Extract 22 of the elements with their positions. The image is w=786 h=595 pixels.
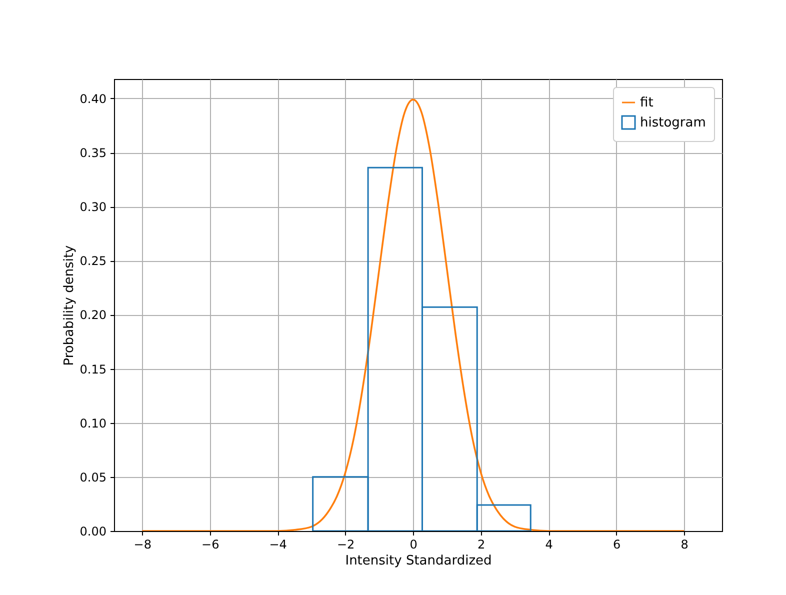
y-tick-label: 0.40	[80, 92, 106, 106]
x-tick-label: 6	[613, 538, 621, 552]
x-tick-label: 4	[545, 538, 553, 552]
y-tick-label: 0.25	[80, 254, 106, 268]
x-tick-label: −8	[134, 538, 152, 552]
y-tick-label: 0.10	[80, 416, 106, 430]
y-tick-label: 0.05	[80, 470, 106, 484]
x-tick-label: −2	[336, 538, 355, 552]
y-tick-label: 0.30	[80, 200, 106, 214]
legend-label: fit	[640, 96, 654, 110]
x-tick-label: −6	[202, 538, 220, 552]
y-tick-label: 0.35	[80, 146, 106, 160]
x-tick-label: 8	[680, 538, 688, 552]
legend-label: histogram	[640, 116, 706, 130]
x-tick-label: −4	[269, 538, 287, 552]
y-tick-label: 0.15	[80, 362, 106, 376]
x-axis-title: Intensity Standardized	[345, 554, 492, 568]
y-tick-label: 0.00	[80, 524, 106, 538]
x-tick-label: 2	[478, 538, 486, 552]
y-tick-label: 0.20	[80, 308, 106, 322]
y-axis-title: Probability density	[62, 244, 77, 366]
x-tick-label: 0	[410, 538, 418, 552]
